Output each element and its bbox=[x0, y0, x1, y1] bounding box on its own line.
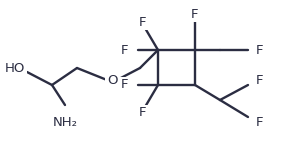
Text: F: F bbox=[256, 73, 263, 86]
Text: F: F bbox=[256, 115, 263, 129]
Text: F: F bbox=[191, 7, 199, 20]
Text: O: O bbox=[107, 73, 117, 86]
Text: F: F bbox=[139, 16, 147, 29]
Text: NH₂: NH₂ bbox=[53, 115, 77, 129]
Text: HO: HO bbox=[5, 62, 25, 75]
Text: F: F bbox=[121, 79, 128, 92]
Text: F: F bbox=[121, 44, 128, 56]
Text: F: F bbox=[256, 44, 263, 56]
Text: F: F bbox=[139, 106, 147, 119]
